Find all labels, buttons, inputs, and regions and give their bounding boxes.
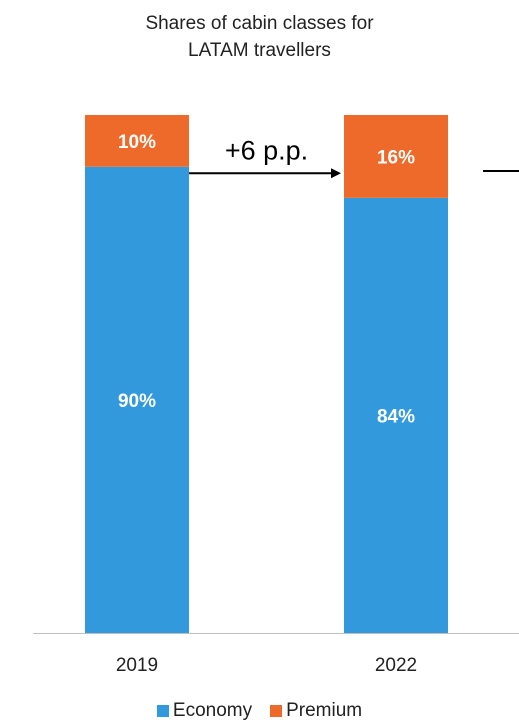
data-label-premium-2019: 10%	[118, 132, 156, 153]
bar-premium-2022	[344, 115, 448, 198]
annotation-arrow-head	[331, 168, 341, 179]
legend-item-premium: Premium	[270, 700, 362, 722]
legend-label-premium: Premium	[286, 700, 363, 721]
legend-label-economy: Economy	[172, 700, 253, 721]
chart-title-line-1: Shares of cabin classes for	[145, 13, 374, 34]
data-label-economy-2022: 84%	[377, 406, 415, 427]
legend-swatch-premium	[270, 705, 283, 717]
annotation-label: +6 p.p.	[225, 135, 308, 165]
stacked-bar-chart: 90% 10% 2019 84% 16% 2022 +6 p.p.	[33, 115, 519, 676]
bar-premium-2019	[85, 115, 189, 167]
legend-swatch-economy	[156, 705, 169, 717]
data-label-economy-2019: 90%	[118, 391, 156, 412]
x-tick-label-2022: 2022	[375, 655, 417, 676]
x-tick-label-2019: 2019	[116, 655, 158, 676]
bar-economy-2019	[85, 166, 189, 634]
chart-title-line-2: LATAM travellers	[188, 40, 331, 61]
legend-item-economy: Economy	[156, 700, 253, 722]
bar-economy-2022	[344, 197, 448, 633]
data-label-premium-2022: 16%	[377, 147, 415, 168]
legend: Economy Premium	[0, 700, 519, 722]
